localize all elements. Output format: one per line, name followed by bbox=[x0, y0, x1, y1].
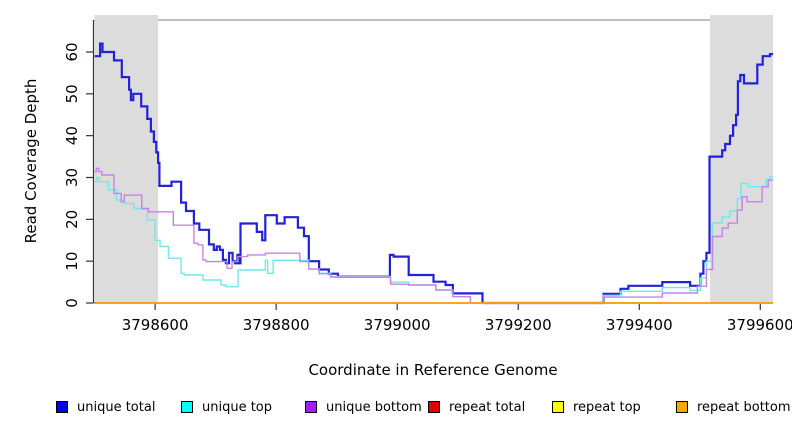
y-tick-label: 30 bbox=[63, 168, 81, 187]
y-tick-label: 20 bbox=[63, 210, 81, 229]
x-tick-label: 3798800 bbox=[243, 316, 310, 334]
series-line-unique-bottom bbox=[94, 167, 773, 304]
x-axis-title: Coordinate in Reference Genome bbox=[308, 361, 558, 379]
repeat-top-swatch-icon bbox=[552, 401, 564, 413]
legend-label: repeat total bbox=[449, 399, 526, 415]
legend-item-unique-top: unique top bbox=[181, 396, 272, 418]
legend-item-unique-bottom: unique bottom bbox=[305, 396, 422, 418]
x-tick-label: 3799000 bbox=[364, 316, 431, 334]
legend-item-repeat-total: repeat total bbox=[428, 396, 525, 418]
x-tick-label: 3799400 bbox=[606, 316, 673, 334]
legend: unique total unique top unique bottom re… bbox=[0, 396, 792, 422]
unique-top-swatch-icon bbox=[181, 401, 193, 413]
legend-item-repeat-top: repeat top bbox=[552, 396, 641, 418]
legend-label: unique top bbox=[202, 399, 273, 415]
y-tick-label: 0 bbox=[63, 298, 81, 308]
shaded-region bbox=[94, 15, 159, 303]
y-tick-label: 60 bbox=[63, 42, 81, 61]
series-line-unique-total bbox=[94, 42, 773, 305]
series-line-unique-top bbox=[94, 176, 773, 304]
legend-item-unique-total: unique total bbox=[56, 396, 155, 418]
x-tick-label: 3798600 bbox=[122, 316, 189, 334]
y-axis-title: Read Coverage Depth bbox=[22, 78, 40, 244]
legend-label: repeat bottom bbox=[697, 399, 791, 415]
x-tick-label: 3799200 bbox=[485, 316, 552, 334]
legend-label: unique total bbox=[77, 399, 156, 415]
y-tick-label: 40 bbox=[63, 126, 81, 145]
repeat-bottom-swatch-icon bbox=[676, 401, 688, 413]
legend-label: unique bottom bbox=[326, 399, 422, 415]
unique-bottom-swatch-icon bbox=[305, 401, 317, 413]
legend-item-repeat-bottom: repeat bottom bbox=[676, 396, 791, 418]
repeat-total-swatch-icon bbox=[428, 401, 440, 413]
y-tick-label: 50 bbox=[63, 84, 81, 103]
y-tick-label: 10 bbox=[63, 252, 81, 271]
legend-label: repeat top bbox=[573, 399, 641, 415]
x-tick-label: 3799600 bbox=[727, 316, 792, 334]
unique-total-swatch-icon bbox=[56, 401, 68, 413]
